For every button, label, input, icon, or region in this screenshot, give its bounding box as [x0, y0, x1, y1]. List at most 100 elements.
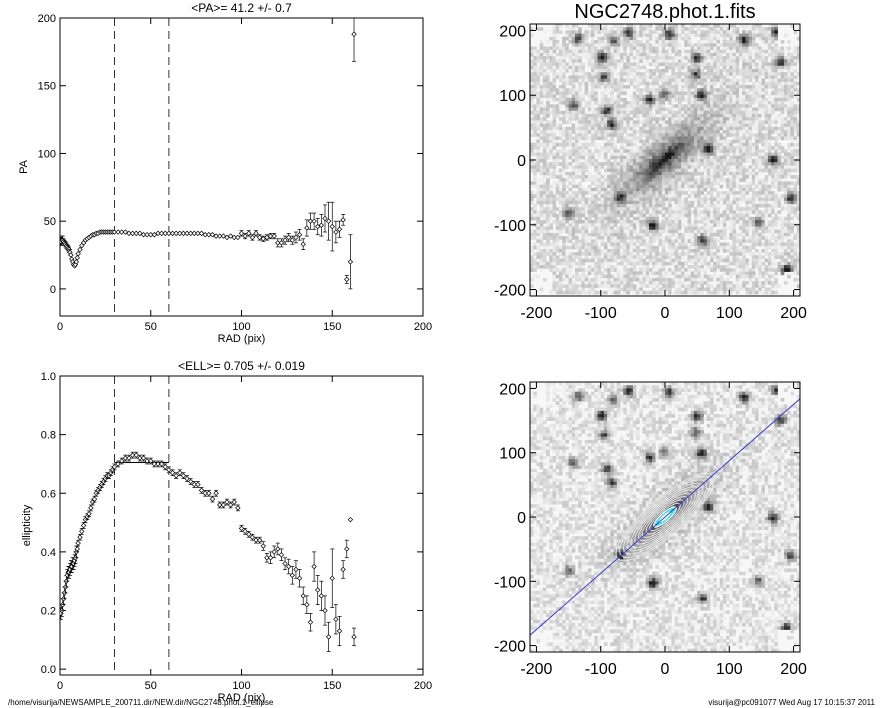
image-pixel [722, 216, 727, 221]
image-pixel [642, 191, 647, 195]
image-pixel [581, 226, 586, 231]
image-pixel [713, 114, 717, 118]
image-pixel [568, 197, 573, 202]
image-pixel [655, 213, 659, 218]
image-pixel [530, 117, 534, 121]
image-pixel [652, 197, 656, 202]
image-pixel [616, 104, 621, 108]
image-pixel [777, 175, 782, 179]
image-pixel [719, 197, 724, 202]
image-pixel [542, 216, 547, 221]
image-pixel [713, 43, 717, 47]
image-pixel [655, 117, 659, 121]
image-pixel [774, 220, 778, 224]
image-pixel [777, 162, 782, 166]
image-pixel [575, 75, 579, 80]
image-pixel [767, 139, 772, 144]
image-pixel [539, 120, 544, 125]
image-pixel [665, 197, 669, 202]
image-pixel [722, 59, 727, 63]
image-pixel [726, 97, 730, 102]
image-pixel [693, 97, 698, 102]
image-pixel [771, 30, 775, 35]
image-pixel [665, 178, 669, 182]
image-pixel [623, 149, 627, 153]
image-pixel [645, 120, 650, 125]
image-pixel [571, 146, 576, 150]
image-pixel [767, 94, 772, 99]
image-pixel [652, 85, 656, 89]
image-pixel [729, 46, 733, 51]
image-pixel [581, 178, 586, 182]
image-pixel [783, 126, 788, 131]
image-pixel [668, 162, 672, 166]
image-pixel [642, 133, 647, 137]
image-pixel [629, 27, 634, 31]
data-point [340, 217, 346, 223]
image-pixel [706, 216, 711, 221]
image-pixel [755, 30, 759, 35]
image-pixel [758, 59, 762, 63]
image-pixel [761, 88, 766, 92]
image-pixel [761, 94, 766, 99]
image-pixel [597, 85, 602, 89]
image-pixel [703, 146, 708, 150]
image-pixel [655, 194, 659, 198]
image-pixel [536, 120, 541, 125]
image-pixel [620, 220, 624, 224]
image-pixel [607, 107, 611, 112]
image-pixel [767, 36, 772, 41]
image-pixel [722, 33, 727, 38]
image-pixel [533, 110, 537, 115]
image-pixel [620, 110, 624, 115]
image-pixel [623, 226, 627, 231]
image-pixel [549, 107, 553, 112]
image-pixel [796, 194, 800, 198]
image-pixel [623, 72, 627, 76]
image-pixel [591, 223, 595, 227]
image-pixel [674, 165, 679, 170]
image-pixel [674, 139, 679, 144]
image-pixel [581, 107, 586, 112]
image-pixel [639, 207, 643, 211]
image-pixel [658, 101, 663, 105]
image-pixel [594, 126, 598, 131]
image-pixel [648, 162, 653, 166]
image-pixel [636, 69, 640, 73]
image-pixel [690, 126, 695, 131]
image-pixel [742, 184, 746, 189]
image-pixel [748, 69, 753, 73]
image-pixel [761, 40, 766, 44]
image-pixel [771, 56, 775, 60]
image-pixel [783, 181, 788, 186]
image-pixel [584, 223, 589, 227]
image-pixel [738, 146, 743, 150]
image-pixel [568, 204, 573, 208]
image-pixel [722, 139, 727, 144]
image-pixel [761, 155, 766, 160]
image-pixel [626, 120, 631, 125]
image-pixel [668, 191, 672, 195]
image-pixel [703, 56, 708, 60]
image-pixel [767, 43, 772, 47]
image-pixel [706, 171, 711, 176]
image-pixel [584, 62, 589, 67]
image-pixel [710, 69, 714, 73]
image-pixel [719, 191, 724, 195]
image-pixel [748, 133, 753, 137]
image-pixel [607, 194, 611, 198]
image-pixel [565, 191, 569, 195]
image-pixel [616, 62, 621, 67]
image-pixel [603, 123, 608, 128]
image-pixel [562, 59, 566, 63]
image-pixel [575, 104, 579, 108]
image-pixel [703, 207, 708, 211]
image-pixel [623, 65, 627, 70]
image-pixel [684, 200, 688, 205]
image-pixel [661, 62, 666, 67]
image-pixel [632, 149, 637, 153]
image-pixel [533, 155, 537, 160]
image-pixel [603, 200, 608, 205]
image-pixel [748, 43, 753, 47]
image-pixel [549, 36, 553, 41]
